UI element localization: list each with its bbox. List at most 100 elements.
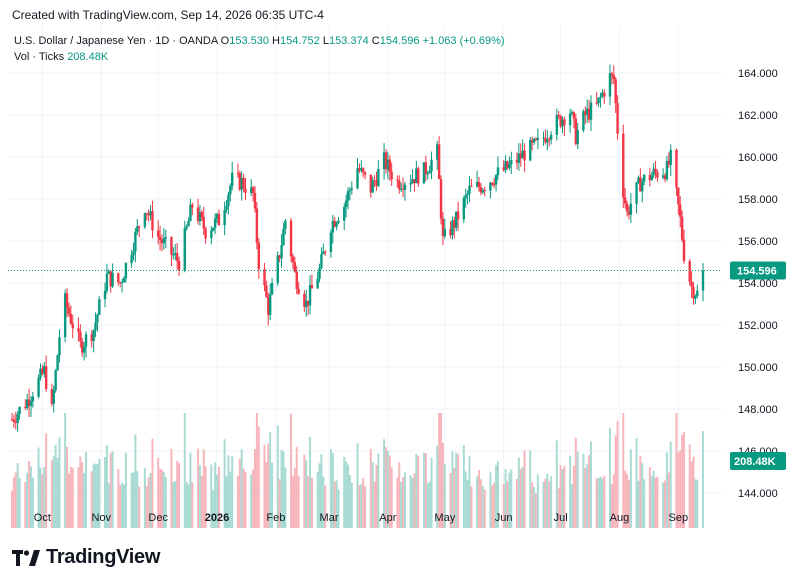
candle-body — [584, 111, 587, 115]
candle-body — [149, 211, 152, 216]
volume-bar — [616, 420, 619, 528]
volume-bar — [533, 486, 536, 528]
volume-bar — [563, 466, 566, 528]
candle-body — [561, 119, 564, 127]
candle-body — [475, 182, 479, 187]
candle-body — [470, 185, 473, 187]
candle-body — [223, 209, 226, 226]
candle-body — [215, 213, 219, 219]
volume-bar — [373, 481, 376, 528]
volume-bar — [297, 475, 300, 528]
candle-body — [574, 118, 578, 145]
candle-body — [337, 220, 340, 223]
legend-low-label: L — [323, 35, 329, 47]
volume-bar — [271, 462, 274, 528]
volume-bar — [250, 474, 253, 528]
candle-body — [267, 296, 270, 315]
tradingview-logo[interactable]: TradingView — [12, 546, 160, 569]
volume-bar — [574, 437, 577, 528]
volume-bar — [132, 472, 135, 528]
candle-body — [117, 273, 120, 283]
volume-bar — [529, 450, 532, 528]
volume-bar — [310, 477, 313, 528]
candle-body — [424, 162, 428, 175]
candle-body — [90, 334, 93, 341]
candle-body — [18, 407, 21, 415]
volume-bar — [229, 471, 232, 528]
candle-body — [16, 414, 19, 423]
volume-bar — [386, 450, 389, 528]
time-tick-label: 2026 — [205, 512, 229, 524]
candle-body — [170, 237, 173, 255]
volume-bar — [16, 462, 19, 528]
price-tick-label: 152.000 — [738, 320, 778, 332]
volume-bar — [117, 468, 120, 528]
candle-body — [198, 211, 202, 222]
candle-body — [242, 177, 245, 189]
candle-body — [496, 167, 500, 176]
candle-body — [451, 220, 454, 236]
candle-body — [648, 174, 652, 181]
candle-body — [530, 140, 534, 143]
candle-body — [94, 322, 97, 331]
candle-body — [413, 179, 416, 184]
candle-body — [466, 193, 469, 196]
candle-body — [175, 253, 179, 261]
candle-body — [174, 253, 177, 255]
candle-body — [529, 140, 532, 161]
volume-bar — [409, 475, 412, 528]
candle-body — [363, 172, 367, 175]
candle-body — [614, 79, 617, 104]
price-tick-label: 158.000 — [738, 194, 778, 206]
volume-bar — [178, 462, 181, 528]
candle-body — [14, 421, 17, 423]
volume-bar — [107, 483, 110, 528]
candle-body — [477, 182, 481, 188]
candle-body — [436, 144, 439, 160]
volume-bar — [66, 446, 69, 528]
candle-body — [360, 168, 363, 171]
volume-bar — [371, 462, 374, 528]
volume-bar — [130, 472, 133, 528]
candle-body — [371, 180, 374, 193]
candle-body — [297, 288, 300, 294]
volume-bar — [28, 460, 31, 528]
volume-bar — [601, 478, 604, 528]
volume-bar — [426, 483, 429, 528]
volume-bar — [197, 448, 200, 528]
volume-bar — [688, 444, 691, 528]
candle-body — [690, 281, 693, 287]
candle-body — [31, 396, 35, 402]
candle-body — [523, 150, 526, 161]
volume-bar — [536, 474, 539, 528]
candle-body — [616, 103, 619, 134]
candle-body — [701, 270, 705, 291]
volume-bar — [90, 471, 93, 528]
volume-bar — [212, 490, 215, 528]
candle-body — [335, 222, 338, 227]
candle-body — [622, 133, 625, 198]
candle-body — [156, 230, 160, 237]
volume-bar — [282, 451, 285, 528]
volume-bar — [145, 485, 148, 528]
candle-body — [109, 271, 112, 287]
candle-body — [69, 313, 73, 324]
time-tick-label: Aug — [610, 512, 630, 524]
volume-bar — [622, 413, 625, 528]
candle-body — [399, 188, 403, 190]
volume-bar — [216, 474, 219, 528]
candle-body — [449, 229, 452, 236]
candle-body — [282, 229, 285, 246]
volume-bar — [236, 475, 239, 528]
candle-body — [39, 368, 42, 378]
volume-bar — [350, 482, 353, 528]
candlestick-chart[interactable]: 144.000146.000148.000150.000152.000154.0… — [0, 26, 800, 536]
volume-bar — [610, 484, 613, 528]
volume-bar — [149, 473, 152, 528]
candle-body — [227, 194, 230, 207]
candle-body — [384, 152, 388, 170]
candle-body — [587, 108, 591, 120]
volume-bar — [675, 413, 678, 528]
candle-body — [568, 113, 572, 126]
time-tick-label: Nov — [91, 512, 111, 524]
